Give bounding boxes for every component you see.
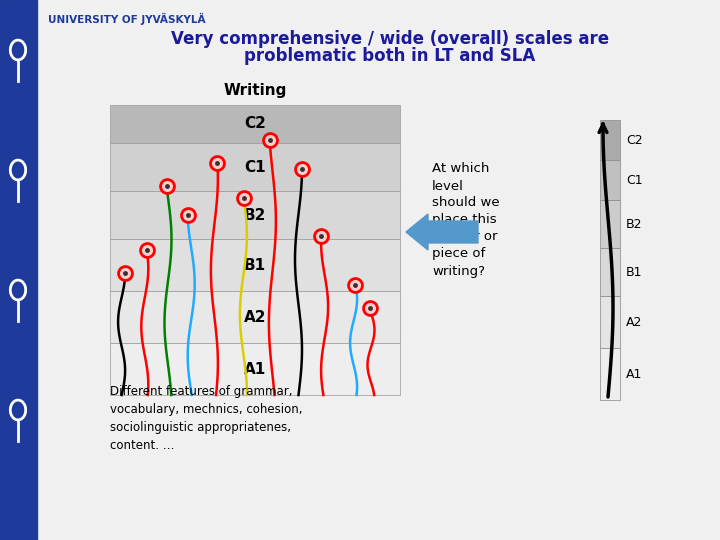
Bar [110,291,400,343]
Bar [110,143,400,191]
Bar [600,296,620,348]
Text: B1: B1 [626,266,642,279]
Bar [110,343,400,395]
Text: Different features of grammar,
vocabulary, mechnics, cohesion,
sociolinguistic a: Different features of grammar, vocabular… [110,385,302,452]
Text: A1: A1 [244,361,266,376]
Bar [110,239,400,291]
Bar [600,120,620,160]
Text: B1: B1 [244,258,266,273]
Bar [110,191,400,239]
Text: A2: A2 [244,309,266,325]
Text: C1: C1 [626,173,643,186]
Text: B2: B2 [626,218,642,231]
Text: UNIVERSITY OF JYVÄSKYLÄ: UNIVERSITY OF JYVÄSKYLÄ [48,13,206,25]
Text: C2: C2 [626,133,643,146]
Text: A2: A2 [626,315,642,328]
Bar [600,200,620,248]
Text: C1: C1 [244,159,266,174]
Text: Writing: Writing [223,83,287,98]
Bar [600,348,620,400]
Bar [110,105,400,143]
Text: At which
level
should we
place this
learner or
piece of
writing?: At which level should we place this lear… [432,163,500,278]
Text: A1: A1 [626,368,642,381]
Text: B2: B2 [244,207,266,222]
Text: Very comprehensive / wide (overall) scales are: Very comprehensive / wide (overall) scal… [171,30,609,48]
FancyArrow shape [406,214,478,250]
Bar [0,0,37,540]
Bar [600,248,620,296]
Text: C2: C2 [244,117,266,132]
Bar [600,160,620,200]
Text: problematic both in LT and SLA: problematic both in LT and SLA [244,47,536,65]
